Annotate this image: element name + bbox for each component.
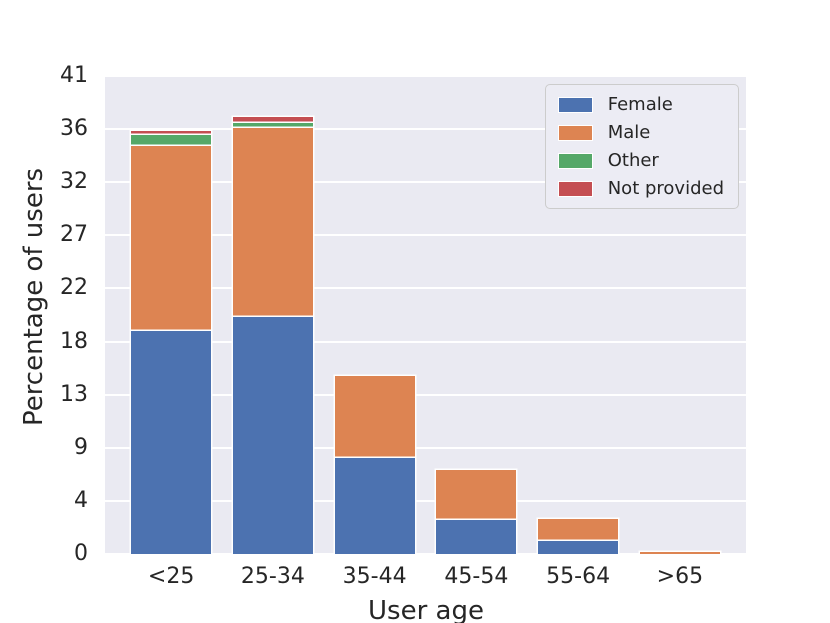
legend-item: Male — [557, 121, 724, 143]
plot-area: Female Male Other Not provided — [105, 75, 746, 555]
bar-segment-not-provided — [232, 116, 313, 123]
bar-segment-female — [538, 541, 619, 554]
y-tick-label: 4 — [74, 487, 88, 513]
legend-item: Not provided — [557, 177, 724, 199]
bar-segment-male — [639, 551, 720, 554]
bar-segment-other — [232, 122, 313, 129]
legend-item: Other — [557, 149, 724, 171]
x-tick-label: 45-54 — [444, 564, 509, 589]
gridline — [105, 181, 746, 184]
y-tick-label: 18 — [60, 328, 88, 354]
y-tick-label: 27 — [60, 222, 88, 248]
y-tick-label: 41 — [60, 63, 88, 88]
legend-label: Female — [607, 93, 673, 115]
bar-stack-55-64 — [538, 76, 619, 554]
bar-segment-male — [538, 519, 619, 542]
bar-segment-female — [334, 458, 415, 554]
y-tick-label: 0 — [74, 541, 88, 566]
bar-stack-35-44 — [334, 76, 415, 554]
bar-segment-male — [436, 470, 517, 521]
legend-swatch-not-provided — [557, 180, 593, 197]
x-tick-label: 35-44 — [342, 564, 407, 589]
gridline — [105, 340, 746, 343]
gridline — [105, 287, 746, 290]
gridline — [105, 499, 746, 502]
legend-label: Not provided — [607, 177, 724, 199]
legend: Female Male Other Not provided — [544, 84, 739, 209]
gridline — [105, 446, 746, 449]
gridline — [105, 234, 746, 237]
legend-label: Other — [607, 149, 659, 171]
y-axis-ticks: 0 4 9 13 18 22 27 32 36 41 — [0, 65, 88, 565]
x-tick-label: <25 — [147, 564, 195, 589]
legend-swatch-other — [557, 152, 593, 169]
y-tick-label: 13 — [60, 381, 88, 407]
legend-swatch-male — [557, 124, 593, 141]
bar-segment-other — [131, 135, 212, 146]
legend-swatch-female — [557, 96, 593, 113]
bar-segment-female — [131, 331, 212, 554]
x-tick-label: 55-64 — [546, 564, 611, 589]
bar-stack-45-54 — [436, 76, 517, 554]
x-axis-ticks: <25 25-34 35-44 45-54 55-64 >65 — [105, 566, 746, 596]
bar-segment-not-provided — [131, 130, 212, 136]
y-tick-label: 9 — [74, 434, 88, 460]
bar-segment-male — [131, 145, 212, 332]
gridline — [105, 75, 746, 77]
y-tick-label: 36 — [60, 116, 88, 142]
gridline — [105, 393, 746, 396]
bar-stack-25-34 — [232, 76, 313, 554]
bar-segment-male — [232, 128, 313, 318]
y-tick-label: 32 — [60, 169, 88, 195]
y-tick-label: 22 — [60, 275, 88, 301]
bar-segment-female — [436, 520, 517, 554]
x-tick-label: >65 — [656, 564, 704, 589]
bar-stack--65 — [639, 76, 720, 554]
legend-label: Male — [607, 121, 651, 143]
x-axis-label: User age — [368, 596, 484, 623]
bar-stack--25 — [131, 76, 212, 554]
bar-segment-male — [334, 375, 415, 459]
gridline — [105, 553, 746, 555]
gridline — [105, 128, 746, 131]
legend-item: Female — [557, 93, 724, 115]
x-tick-label: 25-34 — [240, 564, 305, 589]
bar-segment-female — [232, 317, 313, 554]
